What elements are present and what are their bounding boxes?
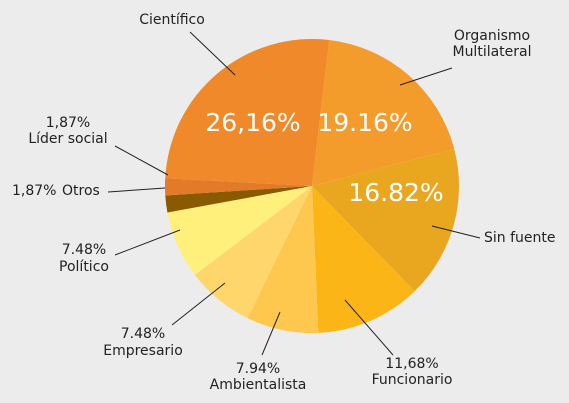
slice-label: Sin fuente xyxy=(484,230,556,246)
pie-slice xyxy=(312,186,415,333)
slice-label: Líder social xyxy=(28,131,108,147)
leader-line xyxy=(189,31,236,76)
slice-value-label: 11,68% xyxy=(385,356,439,372)
leader-line xyxy=(114,145,169,176)
leader-line xyxy=(114,229,181,256)
leader-line xyxy=(344,299,394,356)
leader-line xyxy=(107,187,166,193)
pie-slice xyxy=(165,39,330,187)
leader-line xyxy=(431,225,481,239)
slice-label: Ambientalista xyxy=(209,377,307,393)
slice-value-label: 7.48% xyxy=(61,242,107,258)
slice-label: Otros xyxy=(62,183,100,199)
pie-slice xyxy=(312,40,455,186)
slice-value-label: 7.48% xyxy=(120,326,166,342)
slice-value-label: 1,87% xyxy=(12,183,57,199)
leader-line xyxy=(171,282,226,326)
pie-slice xyxy=(194,186,312,319)
slice-label: Organismo Multilateral xyxy=(452,28,532,60)
slice-label: Empresario xyxy=(103,343,183,359)
pie-slice xyxy=(165,186,312,213)
slice-value-label: 19.16% xyxy=(317,108,413,137)
slice-value-label: 1,87% xyxy=(45,115,91,131)
leader-line xyxy=(399,67,453,86)
pie-slice xyxy=(247,186,319,333)
pie-slice xyxy=(164,178,312,196)
slice-value-label: 26,16% xyxy=(205,108,301,137)
pie-slice xyxy=(167,186,312,275)
slice-value-label: 16.82% xyxy=(348,178,444,207)
slice-value-label: 7.94% xyxy=(235,361,281,377)
pie-slice xyxy=(312,148,459,292)
slice-label: Funcionario xyxy=(371,372,453,388)
slice-label: Político xyxy=(59,259,109,275)
leader-line xyxy=(261,311,281,356)
slice-label: Científico xyxy=(139,12,205,28)
